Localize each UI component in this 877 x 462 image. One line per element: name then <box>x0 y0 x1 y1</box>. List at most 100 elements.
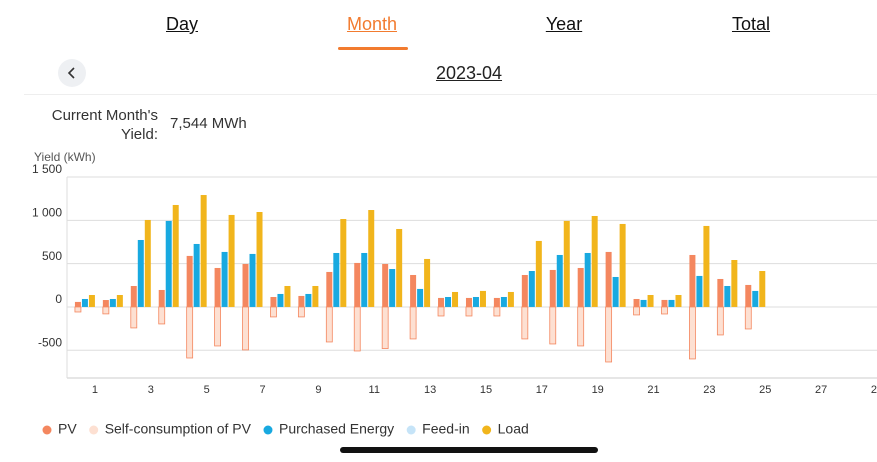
bar <box>158 289 165 307</box>
bar <box>333 252 340 307</box>
bar <box>563 220 570 307</box>
x-tick-label: 29 <box>871 384 877 396</box>
x-tick-label: 1 <box>92 384 98 396</box>
bar <box>507 291 514 307</box>
legend-swatch <box>89 425 99 435</box>
bar <box>744 306 752 330</box>
bar <box>193 243 200 307</box>
bar <box>186 306 194 359</box>
bar <box>186 255 193 307</box>
legend-label: Self-consumption of PV <box>105 421 252 437</box>
bar <box>591 215 598 307</box>
bar <box>74 306 82 313</box>
bar <box>130 306 138 329</box>
bar <box>249 253 256 307</box>
bar <box>584 252 591 307</box>
summary-label: Current Month's Yield: <box>51 107 158 143</box>
bar <box>479 290 486 307</box>
bar <box>410 274 417 307</box>
bar <box>759 271 766 307</box>
tab[interactable]: Month <box>346 14 398 34</box>
bar <box>689 254 696 307</box>
y-tick-label: 0 <box>55 292 62 306</box>
x-tick-label: 5 <box>204 384 210 396</box>
legend-swatch <box>482 425 492 435</box>
bar <box>605 251 612 307</box>
bar <box>500 296 507 307</box>
x-tick-label: 27 <box>815 384 827 396</box>
x-tick-label: 7 <box>259 384 265 396</box>
period[interactable]: 2023-04 <box>435 63 503 83</box>
tab[interactable]: Total <box>731 14 771 34</box>
bar <box>633 298 640 307</box>
bar <box>158 306 166 325</box>
bar <box>137 239 144 307</box>
chevron <box>67 67 75 79</box>
x-tick-label: 19 <box>592 384 604 396</box>
bar <box>214 267 221 307</box>
bar <box>305 293 312 307</box>
back-button[interactable] <box>58 59 86 87</box>
bar <box>493 297 500 307</box>
bar <box>88 295 95 307</box>
bar <box>409 306 417 340</box>
x-tick-label: 9 <box>315 384 321 396</box>
bar <box>605 306 613 363</box>
bar <box>556 254 563 307</box>
bar <box>270 306 277 318</box>
bar <box>326 271 333 307</box>
bar <box>668 299 675 307</box>
bar <box>493 306 501 317</box>
x-tick-label: 11 <box>369 384 380 396</box>
bar <box>340 219 347 307</box>
bar <box>445 296 452 307</box>
bar <box>717 278 724 307</box>
bar <box>577 306 585 347</box>
bar <box>165 220 172 307</box>
legend-label: Load <box>498 421 529 437</box>
bar <box>381 306 389 349</box>
y-tick-label: 1 000 <box>32 205 62 219</box>
bar <box>382 263 389 307</box>
bar <box>221 251 228 307</box>
bar <box>731 259 738 307</box>
tab[interactable]: Day <box>165 14 199 34</box>
bar <box>633 306 640 316</box>
bar <box>200 195 207 307</box>
bar <box>472 296 479 307</box>
bar <box>277 293 284 307</box>
bar <box>689 306 696 360</box>
bar <box>242 306 249 351</box>
bar <box>389 269 396 307</box>
legend-label: Purchased Energy <box>279 421 394 437</box>
bar <box>284 285 291 307</box>
bar <box>130 285 137 307</box>
tab[interactable]: Year <box>545 14 583 34</box>
summary-value: 7,544 MWh <box>170 115 247 132</box>
bar <box>144 219 151 307</box>
bar <box>452 291 459 307</box>
bar <box>437 306 445 317</box>
x-tick-label: 21 <box>647 384 659 396</box>
bar <box>647 295 654 307</box>
bar <box>116 295 123 307</box>
bar <box>270 296 277 307</box>
bar <box>109 298 116 307</box>
bar <box>577 267 584 307</box>
legend-swatch <box>406 425 416 435</box>
bar <box>661 306 668 315</box>
y-tick-label: 1 500 <box>32 162 62 176</box>
bar <box>172 204 179 307</box>
bar <box>256 212 263 307</box>
bar <box>528 271 535 307</box>
x-tick-label: 3 <box>148 384 154 396</box>
bar <box>102 300 109 307</box>
bar <box>716 306 724 336</box>
bar <box>619 223 626 307</box>
bar <box>214 306 221 347</box>
bar <box>724 285 731 307</box>
bar <box>396 228 403 307</box>
bar <box>612 276 619 307</box>
